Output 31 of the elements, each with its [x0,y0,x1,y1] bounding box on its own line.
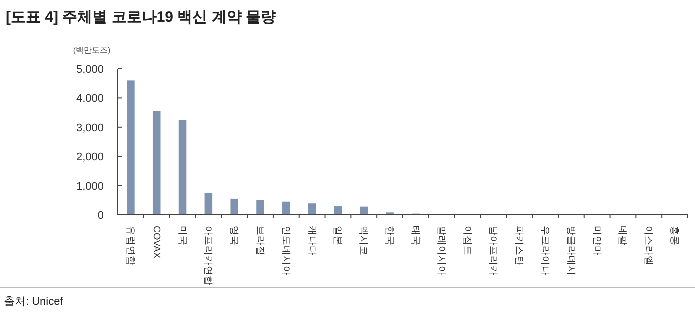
x-tick-label: 이스라엘 [643,226,654,266]
x-tick-label: 유럽연합 [124,226,136,266]
y-tick-label: 2,000 [76,152,104,164]
x-tick-label: 영국 [228,226,240,246]
y-tick-label: 3,000 [76,122,104,134]
x-tick-label: 홍콩 [669,226,680,246]
x-tick-label: 이집트 [462,226,473,256]
x-tick-label: 미얀마 [591,226,602,256]
x-tick-label: 우크라이나 [540,226,550,276]
x-tick-label: 남아프리카 [488,226,499,276]
x-tick-label: 일본 [332,226,344,246]
y-tick-label: 4,000 [76,93,104,106]
x-tick-label: 태국 [410,226,421,246]
y-axis-title: (백만도즈) [73,46,111,55]
x-tick-label: 멕시코 [358,226,370,256]
source-note: 출처: Unicef [4,296,64,308]
y-tick-label: 0 [98,210,104,222]
x-tick-label: 캐나다 [306,226,318,256]
x-tick-label: 미국 [176,226,188,246]
x-tick-label: COVAX [150,226,162,260]
x-tick-label: 인도네시아 [280,226,292,276]
y-tick-label: 1,000 [76,180,104,193]
x-tick-label: 네팔 [617,226,628,246]
x-tick-label: 파키스탄 [514,226,525,266]
chart-title: [도표 4] 주체별 코로나19 백신 계약 물량 [6,9,276,26]
x-tick-label: 한국 [384,226,396,246]
x-tick-label: 아프리카연합 [202,226,214,286]
x-tick-label: 브라질 [254,226,266,256]
x-tick-label: 말레이시아 [436,226,447,276]
y-tick-label: 5,000 [76,64,104,76]
x-tick-label: 방글라데시 [565,226,576,276]
